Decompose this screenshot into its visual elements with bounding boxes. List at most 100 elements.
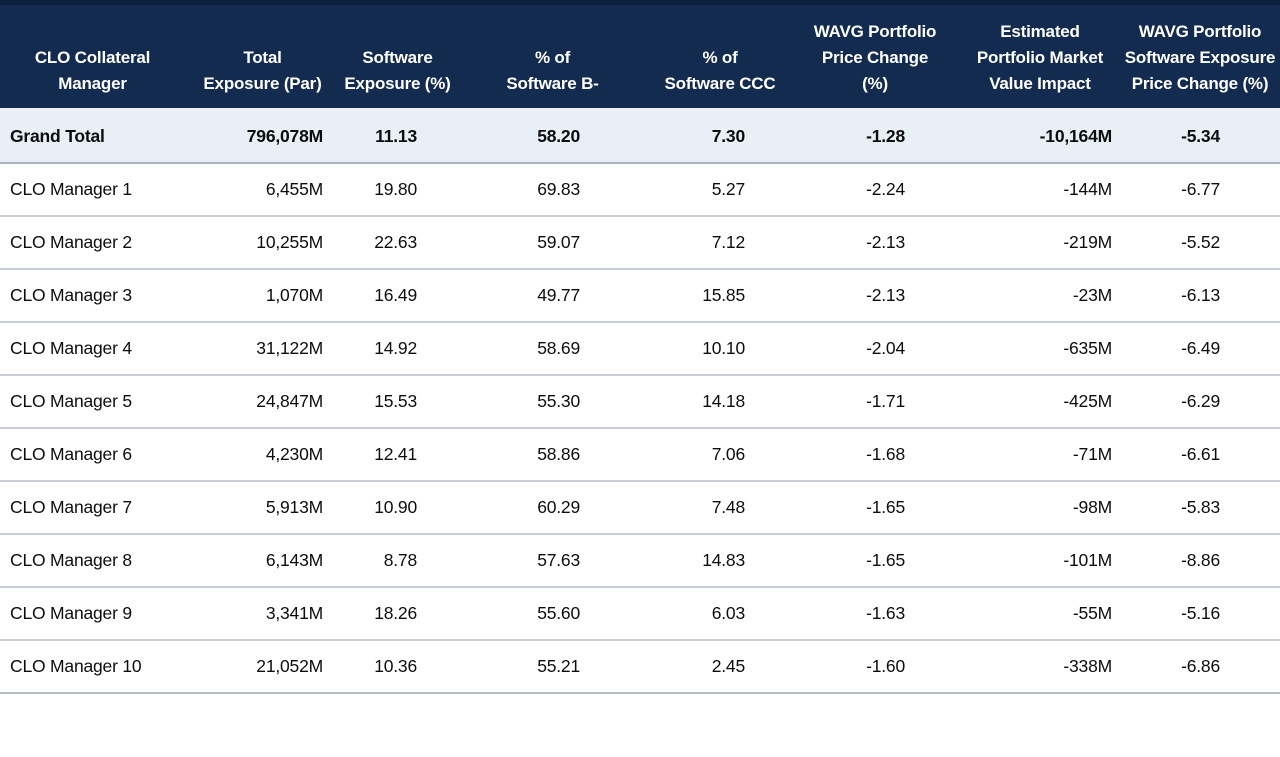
value-cell: -1.65 bbox=[790, 480, 960, 535]
row-label-cell: CLO Manager 8 bbox=[0, 533, 185, 588]
table-row: CLO Manager 5 24,847M 15.53 55.30 14.18 … bbox=[0, 374, 1280, 429]
value-cell: 16.49 bbox=[340, 268, 455, 323]
value-cell: 10,255M bbox=[185, 215, 340, 270]
value-cell: -71M bbox=[960, 427, 1120, 482]
value-cell: 21,052M bbox=[185, 639, 340, 694]
table-row: CLO Manager 10 21,052M 10.36 55.21 2.45 … bbox=[0, 639, 1280, 694]
column-header-wavg-portfolio-software-exposure-price-change: WAVG Portfolio Software Exposure Price C… bbox=[1120, 0, 1280, 111]
value-cell: -5.83 bbox=[1120, 480, 1280, 535]
row-label-cell: CLO Manager 7 bbox=[0, 480, 185, 535]
row-label-cell: CLO Manager 9 bbox=[0, 586, 185, 641]
value-cell: -2.13 bbox=[790, 215, 960, 270]
value-cell: 19.80 bbox=[340, 162, 455, 217]
value-cell: 55.60 bbox=[455, 586, 650, 641]
value-cell: -2.04 bbox=[790, 321, 960, 376]
value-cell: -8.86 bbox=[1120, 533, 1280, 588]
value-cell: 12.41 bbox=[340, 427, 455, 482]
value-cell: 7.12 bbox=[650, 215, 790, 270]
table-row: CLO Manager 1 6,455M 19.80 69.83 5.27 -2… bbox=[0, 162, 1280, 217]
value-cell: 2.45 bbox=[650, 639, 790, 694]
value-cell: -6.86 bbox=[1120, 639, 1280, 694]
table-row: CLO Manager 4 31,122M 14.92 58.69 10.10 … bbox=[0, 321, 1280, 376]
column-header-pct-software-ccc: % of Software CCC bbox=[650, 0, 790, 111]
table-row: CLO Manager 6 4,230M 12.41 58.86 7.06 -1… bbox=[0, 427, 1280, 482]
value-cell: 10.10 bbox=[650, 321, 790, 376]
value-cell: 69.83 bbox=[455, 162, 650, 217]
value-cell: -5.52 bbox=[1120, 215, 1280, 270]
column-header-total-exposure-par: Total Exposure (Par) bbox=[185, 0, 340, 111]
value-cell: 18.26 bbox=[340, 586, 455, 641]
value-cell: -6.29 bbox=[1120, 374, 1280, 429]
value-cell: 31,122M bbox=[185, 321, 340, 376]
value-cell: -635M bbox=[960, 321, 1120, 376]
value-cell: -1.68 bbox=[790, 427, 960, 482]
value-cell: 8.78 bbox=[340, 533, 455, 588]
value-cell: 55.21 bbox=[455, 639, 650, 694]
value-cell: 59.07 bbox=[455, 215, 650, 270]
value-cell: 14.83 bbox=[650, 533, 790, 588]
value-cell: 6,143M bbox=[185, 533, 340, 588]
value-cell: -1.60 bbox=[790, 639, 960, 694]
value-cell: 5,913M bbox=[185, 480, 340, 535]
table-row: CLO Manager 2 10,255M 22.63 59.07 7.12 -… bbox=[0, 215, 1280, 270]
row-label-cell: CLO Manager 5 bbox=[0, 374, 185, 429]
value-cell: 15.53 bbox=[340, 374, 455, 429]
grand-total-row: Grand Total 796,078M 11.13 58.20 7.30 -1… bbox=[0, 109, 1280, 164]
value-cell: 3,341M bbox=[185, 586, 340, 641]
value-cell: -5.34 bbox=[1120, 109, 1280, 164]
row-label-cell: CLO Manager 2 bbox=[0, 215, 185, 270]
value-cell: -6.49 bbox=[1120, 321, 1280, 376]
row-label-cell: CLO Manager 6 bbox=[0, 427, 185, 482]
value-cell: 10.90 bbox=[340, 480, 455, 535]
row-label-cell: CLO Manager 3 bbox=[0, 268, 185, 323]
value-cell: 14.92 bbox=[340, 321, 455, 376]
column-header-estimated-portfolio-market-value-impact: Estimated Portfolio Market Value Impact bbox=[960, 0, 1120, 111]
value-cell: -5.16 bbox=[1120, 586, 1280, 641]
value-cell: 58.20 bbox=[455, 109, 650, 164]
value-cell: 58.69 bbox=[455, 321, 650, 376]
row-label-cell: CLO Manager 10 bbox=[0, 639, 185, 694]
value-cell: 15.85 bbox=[650, 268, 790, 323]
value-cell: -2.13 bbox=[790, 268, 960, 323]
value-cell: 4,230M bbox=[185, 427, 340, 482]
value-cell: -144M bbox=[960, 162, 1120, 217]
value-cell: 49.77 bbox=[455, 268, 650, 323]
row-label-cell: CLO Manager 1 bbox=[0, 162, 185, 217]
value-cell: -10,164M bbox=[960, 109, 1120, 164]
value-cell: 7.06 bbox=[650, 427, 790, 482]
column-header-clo-collateral-manager: CLO Collateral Manager bbox=[0, 0, 185, 111]
value-cell: 57.63 bbox=[455, 533, 650, 588]
value-cell: -98M bbox=[960, 480, 1120, 535]
value-cell: -6.61 bbox=[1120, 427, 1280, 482]
value-cell: 22.63 bbox=[340, 215, 455, 270]
column-header-software-exposure-pct: Software Exposure (%) bbox=[340, 0, 455, 111]
table-row: CLO Manager 9 3,341M 18.26 55.60 6.03 -1… bbox=[0, 586, 1280, 641]
value-cell: -338M bbox=[960, 639, 1120, 694]
value-cell: 10.36 bbox=[340, 639, 455, 694]
value-cell: -55M bbox=[960, 586, 1120, 641]
value-cell: -425M bbox=[960, 374, 1120, 429]
value-cell: 5.27 bbox=[650, 162, 790, 217]
value-cell: -1.63 bbox=[790, 586, 960, 641]
table-row: CLO Manager 8 6,143M 8.78 57.63 14.83 -1… bbox=[0, 533, 1280, 588]
value-cell: -1.65 bbox=[790, 533, 960, 588]
data-table: CLO Collateral Manager Total Exposure (P… bbox=[0, 0, 1280, 694]
column-header-pct-software-b-minus: % of Software B- bbox=[455, 0, 650, 111]
value-cell: 6.03 bbox=[650, 586, 790, 641]
table-body: Grand Total 796,078M 11.13 58.20 7.30 -1… bbox=[0, 109, 1280, 694]
header-row: CLO Collateral Manager Total Exposure (P… bbox=[0, 0, 1280, 111]
value-cell: 55.30 bbox=[455, 374, 650, 429]
value-cell: -6.13 bbox=[1120, 268, 1280, 323]
value-cell: 1,070M bbox=[185, 268, 340, 323]
value-cell: -2.24 bbox=[790, 162, 960, 217]
value-cell: -1.71 bbox=[790, 374, 960, 429]
value-cell: -219M bbox=[960, 215, 1120, 270]
table-row: CLO Manager 7 5,913M 10.90 60.29 7.48 -1… bbox=[0, 480, 1280, 535]
row-label-cell: CLO Manager 4 bbox=[0, 321, 185, 376]
value-cell: 58.86 bbox=[455, 427, 650, 482]
column-header-wavg-portfolio-price-change: WAVG Portfolio Price Change (%) bbox=[790, 0, 960, 111]
value-cell: 24,847M bbox=[185, 374, 340, 429]
value-cell: -6.77 bbox=[1120, 162, 1280, 217]
value-cell: 7.30 bbox=[650, 109, 790, 164]
row-label-cell: Grand Total bbox=[0, 109, 185, 164]
